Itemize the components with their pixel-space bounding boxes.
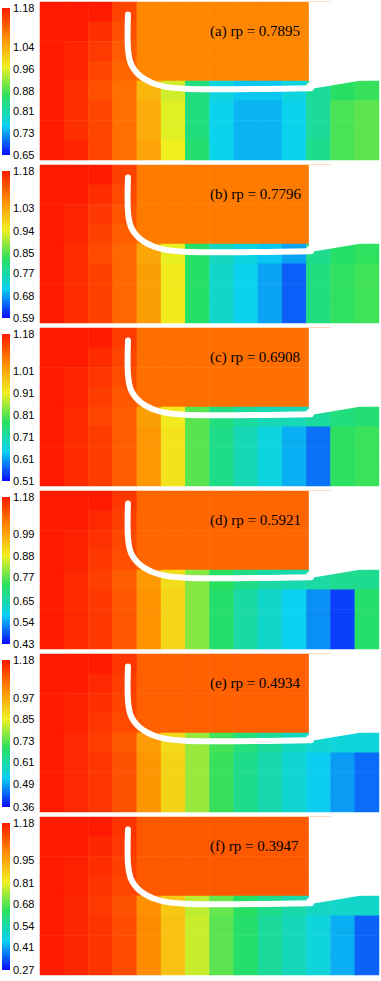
svg-text:0.41: 0.41 <box>13 941 34 953</box>
svg-text:0.77: 0.77 <box>13 267 34 279</box>
svg-text:0.73: 0.73 <box>13 735 34 747</box>
svg-text:0.65: 0.65 <box>13 595 34 607</box>
svg-text:1.04: 1.04 <box>13 41 34 53</box>
svg-text:0.71: 0.71 <box>13 431 34 443</box>
svg-text:0.95: 0.95 <box>13 854 34 866</box>
svg-text:0.81: 0.81 <box>13 877 34 889</box>
svg-text:0.77: 0.77 <box>13 571 34 583</box>
svg-text:(c) rp = 0.6908: (c) rp = 0.6908 <box>210 349 300 366</box>
svg-text:(f) rp = 0.3947: (f) rp = 0.3947 <box>210 838 299 855</box>
svg-text:0.94: 0.94 <box>13 225 34 237</box>
svg-text:0.85: 0.85 <box>13 247 34 259</box>
svg-text:(b) rp = 0.7796: (b) rp = 0.7796 <box>210 186 301 203</box>
svg-text:1.18: 1.18 <box>13 2 34 14</box>
svg-text:0.51: 0.51 <box>13 475 34 487</box>
svg-text:0.99: 0.99 <box>13 528 34 540</box>
svg-text:0.68: 0.68 <box>13 898 34 910</box>
svg-text:0.59: 0.59 <box>13 312 34 324</box>
svg-text:0.43: 0.43 <box>13 638 34 650</box>
svg-text:0.73: 0.73 <box>13 127 34 139</box>
svg-text:1.18: 1.18 <box>13 328 34 340</box>
svg-text:0.68: 0.68 <box>13 290 34 302</box>
svg-text:(d) rp = 0.5921: (d) rp = 0.5921 <box>210 512 301 529</box>
svg-text:0.65: 0.65 <box>13 149 34 161</box>
svg-text:1.03: 1.03 <box>13 202 34 214</box>
svg-text:0.88: 0.88 <box>13 550 34 562</box>
svg-text:0.61: 0.61 <box>13 453 34 465</box>
svg-text:0.96: 0.96 <box>13 63 34 75</box>
svg-text:1.18: 1.18 <box>13 654 34 666</box>
svg-text:0.97: 0.97 <box>13 692 34 704</box>
svg-text:(e) rp = 0.4934: (e) rp = 0.4934 <box>210 675 301 692</box>
svg-text:0.49: 0.49 <box>13 778 34 790</box>
svg-text:0.27: 0.27 <box>13 964 34 976</box>
svg-text:0.54: 0.54 <box>13 616 34 628</box>
svg-text:0.85: 0.85 <box>13 713 34 725</box>
svg-text:0.54: 0.54 <box>13 920 34 932</box>
svg-text:0.61: 0.61 <box>13 756 34 768</box>
svg-text:0.88: 0.88 <box>13 85 34 97</box>
svg-text:1.01: 1.01 <box>13 365 34 377</box>
svg-text:0.81: 0.81 <box>13 409 34 421</box>
svg-text:1.18: 1.18 <box>13 165 34 177</box>
svg-text:0.81: 0.81 <box>13 105 34 117</box>
svg-text:1.18: 1.18 <box>13 817 34 829</box>
svg-text:0.36: 0.36 <box>13 801 34 813</box>
svg-text:1.18: 1.18 <box>13 491 34 503</box>
svg-text:0.91: 0.91 <box>13 387 34 399</box>
svg-text:(a) rp = 0.7895: (a) rp = 0.7895 <box>210 23 300 40</box>
